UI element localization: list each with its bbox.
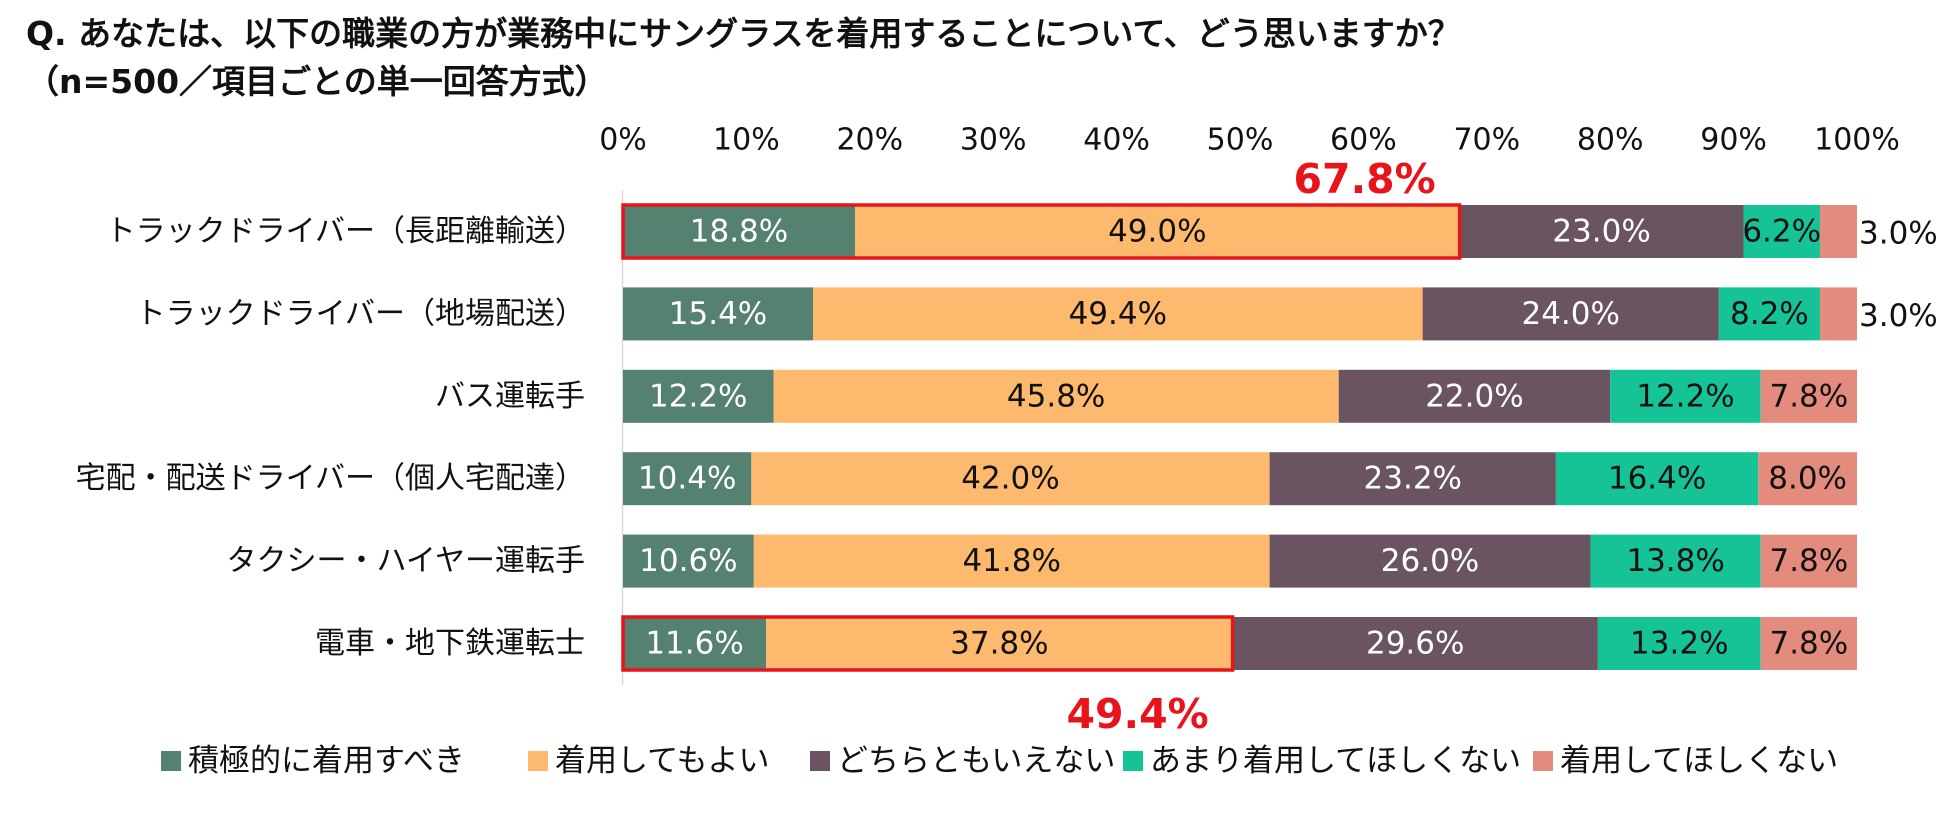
bar-segment	[1590, 534, 1761, 588]
bar-segment	[1760, 369, 1857, 423]
bar-segment	[1819, 205, 1857, 258]
category-label: トラックドライバー（地場配送）	[136, 296, 585, 331]
data-label: 10.6%	[639, 543, 737, 579]
bar-segment	[1422, 287, 1719, 341]
data-label: 37.8%	[950, 626, 1048, 662]
data-label: 6.2%	[1742, 214, 1821, 250]
x-tick-label: 90%	[1700, 123, 1767, 158]
bar-segment	[623, 534, 754, 588]
data-label: 12.2%	[1636, 378, 1734, 414]
x-tick-label: 30%	[960, 123, 1027, 158]
legend-label: あまり着用してほしくない	[1150, 743, 1521, 779]
data-label: 13.2%	[1630, 626, 1728, 662]
data-label: 7.8%	[1769, 543, 1848, 579]
bar-segment	[623, 205, 855, 258]
bar-segment	[1760, 617, 1857, 670]
bar-segment	[1718, 287, 1820, 341]
bar-segment	[1597, 617, 1761, 670]
data-label: 15.4%	[669, 296, 767, 332]
data-label: 26.0%	[1381, 543, 1479, 579]
data-label: 11.6%	[645, 626, 743, 662]
x-tick-label: 60%	[1330, 123, 1397, 158]
bar-segment	[623, 617, 767, 670]
x-tick-label: 10%	[713, 123, 780, 158]
bar-segment	[766, 617, 1233, 670]
category-label: トラックドライバー（長距離輸送）	[106, 214, 585, 249]
bar-segment	[1555, 452, 1759, 506]
highlight-total-label: 49.4%	[1066, 690, 1208, 738]
legend-swatch	[810, 751, 830, 771]
x-tick-label: 100%	[1814, 123, 1900, 158]
data-label: 24.0%	[1521, 296, 1619, 332]
x-tick-label: 20%	[836, 123, 903, 158]
bar-segment	[1269, 534, 1591, 588]
data-label: 22.0%	[1425, 378, 1523, 414]
bar-segment	[1760, 534, 1857, 588]
highlight-total-label: 67.8%	[1294, 155, 1436, 203]
highlight-box	[621, 203, 1462, 260]
data-label: 29.6%	[1366, 626, 1464, 662]
x-tick-label: 40%	[1083, 123, 1150, 158]
data-label: 8.0%	[1768, 461, 1847, 497]
bar-segment	[751, 452, 1270, 506]
legend-swatch	[1533, 751, 1553, 771]
x-tick-label: 70%	[1453, 123, 1520, 158]
bar-segment	[1269, 452, 1556, 506]
data-label: 10.4%	[638, 461, 736, 497]
highlight-box	[621, 615, 1235, 672]
category-label: 電車・地下鉄運転士	[315, 626, 585, 661]
page-title: Q. あなたは、以下の職業の方が業務中にサングラスを着用することについて、どう思…	[26, 10, 1461, 106]
data-label: 7.8%	[1769, 378, 1848, 414]
bar-segment	[1232, 617, 1598, 670]
data-label: 23.0%	[1552, 214, 1650, 250]
bar-segment	[623, 452, 752, 506]
legend-label: 着用してもよい	[555, 743, 770, 779]
x-tick-label: 0%	[599, 123, 647, 158]
bar-segment	[1758, 452, 1857, 506]
data-label: 45.8%	[1007, 378, 1105, 414]
bar-segment	[854, 205, 1460, 258]
title-sample-note: （n=500／項目ごとの単一回答方式）	[26, 62, 608, 101]
data-label: 3.0%	[1859, 298, 1938, 334]
bar-segment	[813, 287, 1423, 341]
category-label: 宅配・配送ドライバー（個人宅配達）	[76, 461, 585, 496]
bar-segment	[1338, 369, 1611, 423]
data-label: 13.8%	[1626, 543, 1724, 579]
data-label: 23.2%	[1364, 461, 1462, 497]
category-label: タクシー・ハイヤー運転手	[227, 544, 586, 579]
data-label: 42.0%	[961, 461, 1059, 497]
legend-label: どちらともいえない	[837, 743, 1115, 779]
bar-segment	[753, 534, 1270, 588]
legend-swatch	[528, 751, 548, 771]
data-label: 49.4%	[1069, 296, 1167, 332]
bar-segment	[773, 369, 1339, 423]
data-label: 3.0%	[1859, 216, 1938, 252]
bar-segment	[623, 369, 774, 423]
data-label: 7.8%	[1769, 626, 1848, 662]
bar-segment	[1819, 287, 1857, 341]
bar-segment	[1459, 205, 1744, 258]
data-label: 16.4%	[1608, 461, 1706, 497]
bar-segment	[623, 287, 814, 341]
legend-swatch	[161, 751, 181, 771]
legend-label: 積極的に着用すべき	[188, 743, 465, 779]
data-label: 18.8%	[690, 214, 788, 250]
data-label: 49.0%	[1108, 214, 1206, 250]
bar-segment	[1610, 369, 1761, 423]
data-label: 8.2%	[1730, 296, 1809, 332]
category-label: バス運転手	[435, 379, 585, 414]
legend-label: 着用してほしくない	[1560, 743, 1838, 779]
bar-segment	[1743, 205, 1820, 258]
legend-swatch	[1123, 751, 1143, 771]
data-label: 12.2%	[649, 378, 747, 414]
data-label: 41.8%	[962, 543, 1060, 579]
x-tick-label: 80%	[1577, 123, 1644, 158]
title-question: Q. あなたは、以下の職業の方が業務中にサングラスを着用することについて、どう思…	[26, 14, 1461, 53]
x-tick-label: 50%	[1207, 123, 1274, 158]
